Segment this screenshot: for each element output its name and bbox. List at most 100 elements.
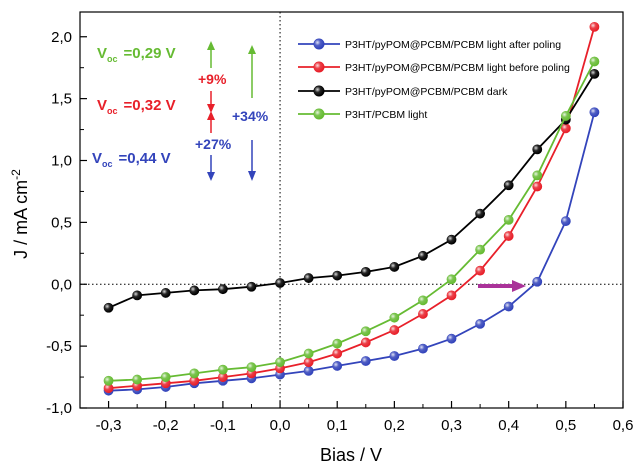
legend-label-after-poling: P3HT/pyPOM@PCBM/PCBM light after poling [345,39,561,51]
data-point-highlight [418,251,428,261]
data-point-highlight [475,266,485,276]
data-point-highlight [532,144,542,154]
data-point-highlight [561,111,571,121]
y-axis-title-sup: -2 [9,169,23,180]
series-p3ht-pypom-pcbm-pcbm-dark [103,68,600,313]
data-point-highlight [189,285,199,296]
data-point-highlight [332,270,342,281]
data-point-highlight [361,267,371,277]
data-point-highlight [103,303,114,313]
data-point-highlight [189,376,199,386]
arrow-up-green-short [207,41,215,68]
voc-green-value: =0,29 V [124,45,176,62]
data-point-highlight [361,326,371,336]
data-point-highlight [161,288,171,298]
x-tick-label: 0,0 [270,417,291,434]
legend-label-before-poling: P3HT/pyPOM@PCBM/PCBM light before poling [345,62,570,74]
voc-red-sub: oc [107,106,118,116]
y-tick-label: 1,0 [51,153,72,170]
data-point-highlight [589,107,600,117]
arrow-up-green-long [248,45,256,98]
data-point-highlight [532,277,542,287]
y-tick-label: 0,5 [51,214,72,231]
data-point-highlight [304,273,314,283]
x-tick-label: 0,6 [613,417,634,434]
x-tick-label: -0,3 [96,417,122,434]
arrow-right-magenta [478,280,526,292]
legend-marker-highlight [314,62,324,72]
voc-green-sub: oc [107,54,118,64]
data-point-highlight [246,282,257,292]
data-point-highlight [218,365,228,375]
data-point-highlight [446,290,457,300]
voc-label-green: Voc =0,29 V [97,45,176,64]
legend-label-p3ht-pcbm: P3HT/PCBM light [345,109,427,121]
x-tick-label: 0,4 [498,417,519,434]
x-tick-label: -0,1 [210,417,236,434]
data-point-highlight [389,325,399,335]
data-point-highlight [132,290,142,300]
arrow-down-blue-short [207,155,215,181]
data-point-highlight [589,22,600,32]
data-point-highlight [446,274,457,284]
voc-blue-prefix: V [92,150,102,167]
data-point-highlight [218,372,228,382]
data-point-highlight [475,319,485,329]
data-point-highlight [589,56,600,67]
legend-item-dark: P3HT/pyPOM@PCBM/PCBM dark [298,85,508,98]
voc-red-value: =0,32 V [124,97,176,114]
series-p3ht-pcbm-light [103,56,600,386]
series-p3ht-pypom-pcbm-pcbm-light-before-poling [103,21,600,394]
data-point-highlight [103,376,114,386]
voc-blue-value: =0,44 V [119,150,171,167]
data-point-highlight [418,295,428,305]
voc-label-blue: Voc =0,44 V [92,150,171,169]
voc-green-prefix: V [97,45,107,62]
data-point-highlight [418,309,428,319]
legend-item-after-poling: P3HT/pyPOM@PCBM/PCBM light after poling [298,38,561,51]
y-tick-label: 0,0 [51,276,72,293]
data-point-highlight [389,262,399,272]
x-tick-label: 0,1 [327,417,348,434]
data-point-highlight [446,235,457,245]
data-point-highlight [275,278,285,288]
data-point-highlight [475,245,485,255]
x-tick-label: 0,2 [384,417,405,434]
legend-item-before-poling: P3HT/pyPOM@PCBM/PCBM light before poling [298,61,570,74]
arrow-up-red [207,111,215,133]
data-point-highlight [504,231,514,241]
data-point-highlight [504,301,514,312]
data-point-highlight [389,313,399,323]
plot-frame [79,11,624,409]
data-point-highlight [246,362,257,372]
series-p3ht-pypom-pcbm-pcbm-light-after-poling [103,107,600,396]
pct-label-27: +27% [195,136,232,152]
y-tick-label: -1,0 [46,400,72,417]
data-point-highlight [504,215,514,225]
data-point-highlight [561,123,571,133]
data-point-highlight [418,344,428,354]
series-line [108,26,596,390]
data-point-highlight [561,216,571,226]
arrow-down-blue-long [248,140,256,181]
data-point-highlight [304,366,314,376]
data-point-highlight [361,337,371,348]
voc-annotations: Voc =0,29 V Voc =0,32 V Voc =0,44 V +9% +27… [92,41,526,292]
reference-lines [80,12,623,408]
voc-red-prefix: V [97,97,107,114]
data-point-highlight [589,69,600,79]
y-axis-title-main: J / mA cm [11,180,31,259]
data-point-highlight [189,368,199,378]
data-point-highlight [304,357,314,367]
y-tick-label: 1,5 [51,91,72,108]
data-point-highlight [332,348,342,359]
legend-marker-highlight [314,109,324,119]
data-point-highlight [218,284,228,294]
pct-label-34: +34% [232,108,269,124]
y-axis-title: J / mA cm-2 [9,169,31,259]
x-tick-label: 0,5 [555,417,576,434]
data-point-highlight [132,374,142,385]
pct-label-9: +9% [198,71,227,87]
voc-blue-sub: oc [102,159,113,169]
